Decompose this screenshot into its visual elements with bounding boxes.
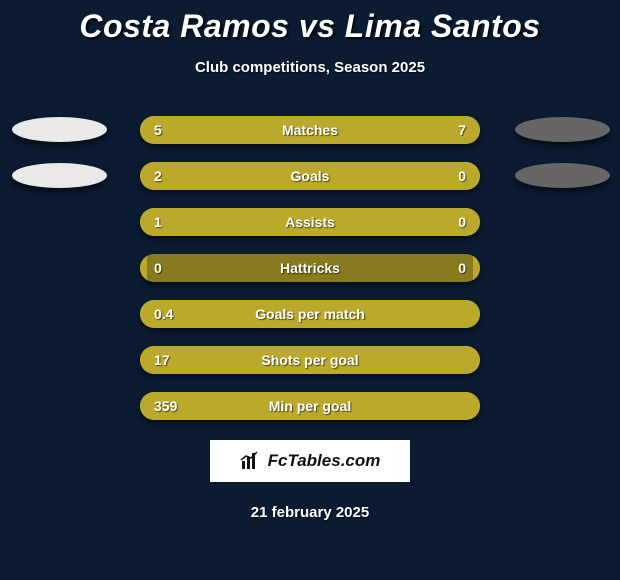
stat-value-left: 0 <box>154 254 162 282</box>
stat-bar: Goals2 0 <box>140 162 480 190</box>
stat-row: Min per goal359 <box>0 392 620 420</box>
stat-value-right: 0 <box>458 162 466 190</box>
stat-bar: Assists1 0 <box>140 208 480 236</box>
stat-value-left: 359 <box>154 392 177 420</box>
stat-value-right: 7 <box>458 116 466 144</box>
stat-value-left: 2 <box>154 162 162 190</box>
stat-label: Hattricks <box>140 254 480 282</box>
stat-label: Matches <box>140 116 480 144</box>
player-left-name: Costa Ramos <box>79 8 289 44</box>
stat-bar: Hattricks0 0 <box>140 254 480 282</box>
stat-label: Min per goal <box>140 392 480 420</box>
stat-row: Assists1 0 <box>0 208 620 236</box>
stat-row: Shots per goal17 <box>0 346 620 374</box>
stat-value-right: 0 <box>458 208 466 236</box>
vs-text: vs <box>299 8 336 44</box>
stat-value-left: 1 <box>154 208 162 236</box>
stat-value-right: 0 <box>458 254 466 282</box>
stat-value-left: 17 <box>154 346 170 374</box>
player-left-badge <box>12 117 107 142</box>
stat-label: Goals per match <box>140 300 480 328</box>
footer-logo-text: FcTables.com <box>268 451 381 471</box>
player-right-badge <box>515 117 610 142</box>
stat-bar: Matches5 7 <box>140 116 480 144</box>
chart-icon <box>240 451 262 471</box>
stat-row: Goals per match0.4 <box>0 300 620 328</box>
footer-date: 21 february 2025 <box>0 504 620 521</box>
stat-row: Goals2 0 <box>0 162 620 190</box>
stat-label: Shots per goal <box>140 346 480 374</box>
stat-bar: Shots per goal17 <box>140 346 480 374</box>
stat-value-left: 5 <box>154 116 162 144</box>
page-title: Costa Ramos vs Lima Santos <box>0 0 620 45</box>
comparison-card: Costa Ramos vs Lima Santos Club competit… <box>0 0 620 580</box>
stat-label: Goals <box>140 162 480 190</box>
stat-bar: Min per goal359 <box>140 392 480 420</box>
stat-row: Matches5 7 <box>0 116 620 144</box>
footer-logo: FcTables.com <box>210 440 410 482</box>
player-right-name: Lima Santos <box>345 8 541 44</box>
stat-bar: Goals per match0.4 <box>140 300 480 328</box>
stat-label: Assists <box>140 208 480 236</box>
subtitle: Club competitions, Season 2025 <box>0 59 620 76</box>
player-left-badge <box>12 163 107 188</box>
stat-value-left: 0.4 <box>154 300 173 328</box>
stats-area: Matches57Goals20Assists10Hattricks00Goal… <box>0 116 620 420</box>
player-right-badge <box>515 163 610 188</box>
stat-row: Hattricks0 0 <box>0 254 620 282</box>
